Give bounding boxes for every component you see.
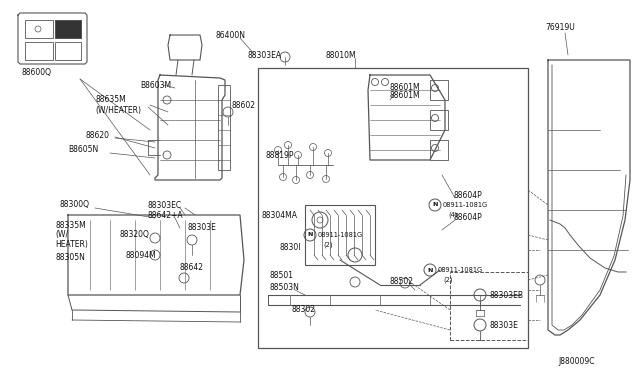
Text: 88303EB: 88303EB [490, 291, 524, 299]
Bar [430, 80, 448, 100]
Text: 88303EC: 88303EC [148, 201, 182, 209]
Text: (2): (2) [443, 277, 452, 283]
Text: (4): (4) [448, 212, 458, 218]
Text: 88302: 88302 [292, 305, 316, 314]
Text: 08911-1081G: 08911-1081G [438, 267, 483, 273]
Text: 88303E: 88303E [490, 321, 519, 330]
Bar [25, 20, 53, 38]
Text: 88642+A: 88642+A [148, 211, 184, 219]
Text: 88501: 88501 [270, 270, 294, 279]
Bar [25, 42, 53, 60]
Text: 88304MA: 88304MA [262, 211, 298, 219]
Text: 88642: 88642 [180, 263, 204, 273]
Text: 86400N: 86400N [215, 31, 245, 39]
Text: (W/: (W/ [55, 231, 68, 240]
Text: 88010M: 88010M [325, 51, 356, 60]
Text: 88502: 88502 [390, 278, 414, 286]
Text: N: N [428, 267, 433, 273]
Text: 08911-1081G: 08911-1081G [443, 202, 488, 208]
Bar [305, 205, 375, 265]
Bar [218, 85, 230, 170]
Text: B8603M: B8603M [140, 80, 171, 90]
Text: 88620: 88620 [85, 131, 109, 140]
Text: 8830I: 8830I [280, 244, 301, 253]
Text: 88320Q: 88320Q [120, 231, 150, 240]
Text: (W/HEATER): (W/HEATER) [95, 106, 141, 115]
Text: 88335M: 88335M [55, 221, 86, 230]
Text: N: N [307, 232, 313, 237]
Text: B8605N: B8605N [68, 145, 99, 154]
Bar [55, 20, 81, 38]
Text: J880009C: J880009C [559, 357, 595, 366]
Bar [430, 110, 448, 130]
Text: 76919U: 76919U [545, 23, 575, 32]
Bar [55, 20, 81, 38]
Text: 88600Q: 88600Q [22, 68, 52, 77]
Text: 88305N: 88305N [55, 253, 85, 263]
Text: 88602: 88602 [232, 100, 256, 109]
Bar [450, 272, 528, 340]
Text: 88635M: 88635M [95, 96, 125, 105]
Text: 88503N: 88503N [270, 283, 300, 292]
Text: 88604P: 88604P [453, 190, 482, 199]
Text: 88601M: 88601M [390, 83, 420, 93]
Text: 88303E: 88303E [188, 224, 217, 232]
Text: 88604P: 88604P [453, 214, 482, 222]
Bar [55, 42, 81, 60]
Text: (2): (2) [323, 242, 333, 248]
Text: HEATER): HEATER) [55, 241, 88, 250]
Text: 88094M: 88094M [125, 250, 156, 260]
Text: 88819P: 88819P [265, 151, 294, 160]
Bar [258, 68, 528, 348]
Text: 08911-1081G: 08911-1081G [318, 232, 363, 238]
Bar [430, 140, 448, 160]
Text: 88303EA: 88303EA [248, 51, 282, 60]
Text: 88300Q: 88300Q [60, 201, 90, 209]
Text: N: N [432, 202, 438, 208]
Text: 88601M: 88601M [390, 90, 420, 99]
